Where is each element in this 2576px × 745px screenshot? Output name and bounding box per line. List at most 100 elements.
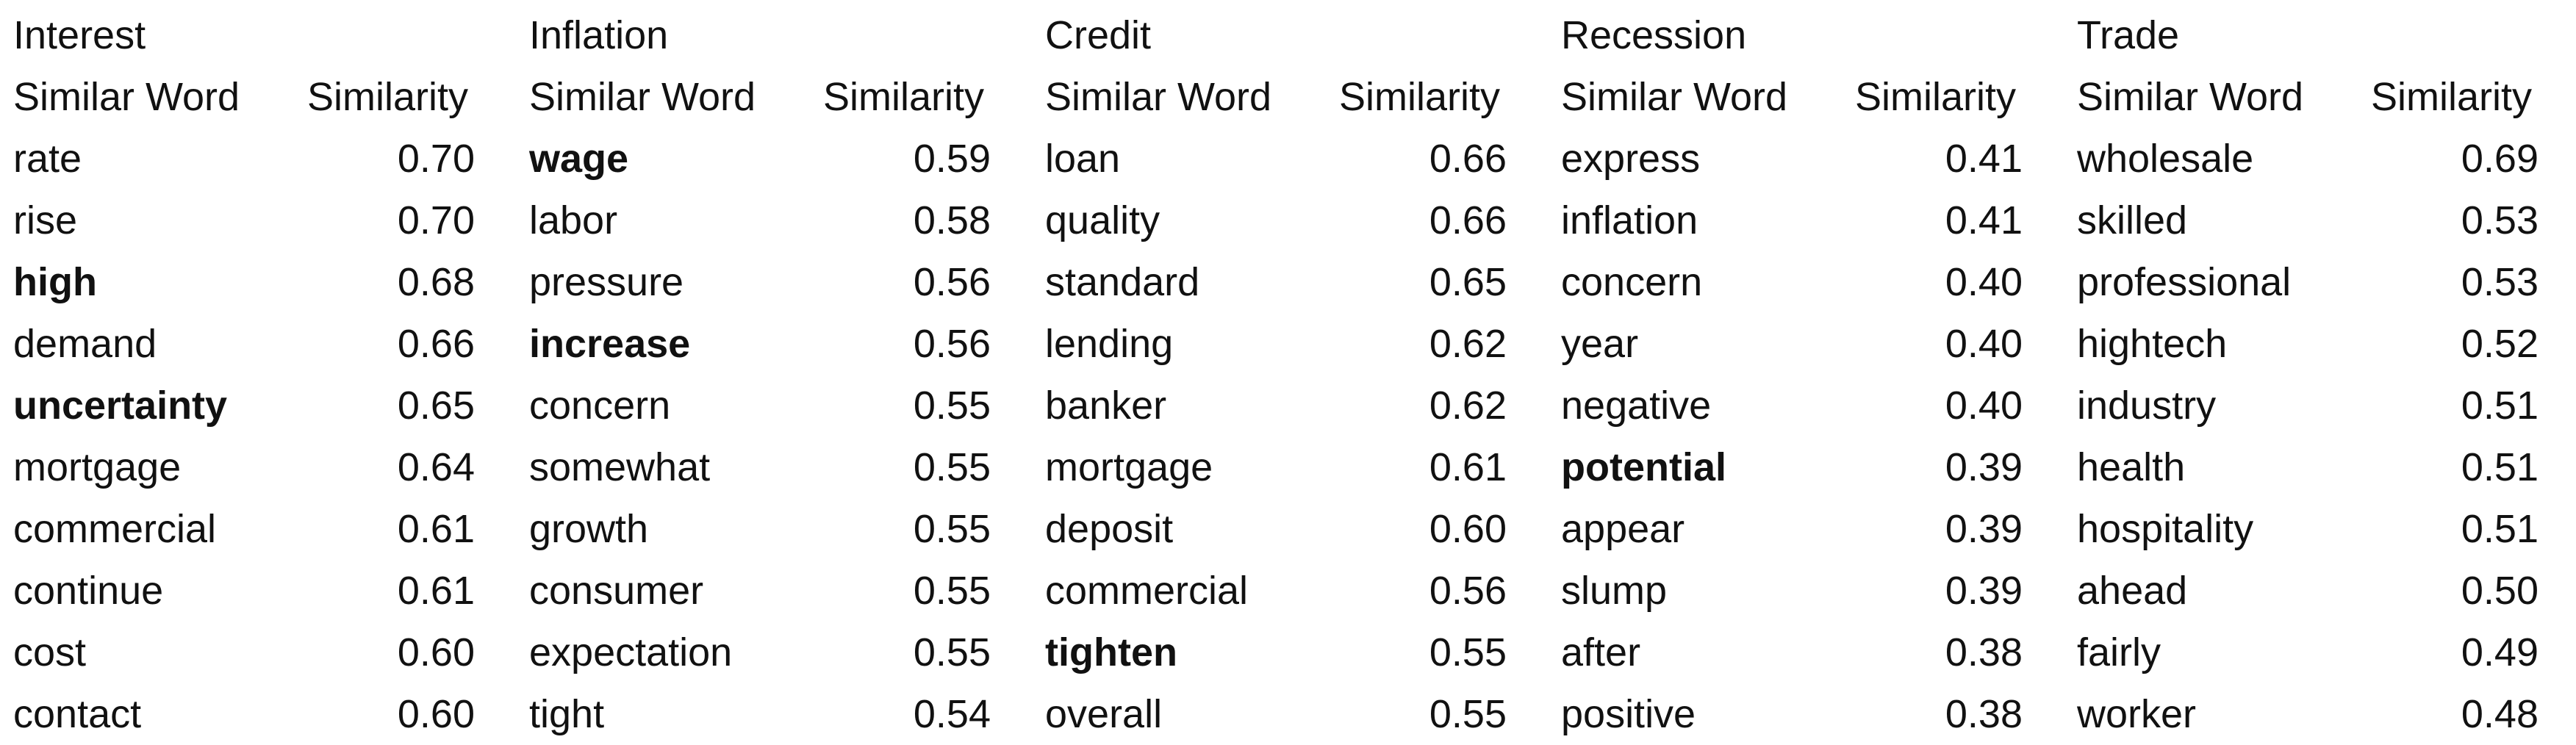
similar-word-cell: industry: [2077, 384, 2217, 428]
similar-word-cell: skilled: [2077, 198, 2188, 242]
table-row: rise 0.70: [12, 190, 528, 251]
similarity-value-cell: 0.60: [397, 692, 475, 736]
table-row: mortgage 0.64: [12, 436, 528, 498]
column-header-similar-word: Similar Word: [529, 75, 756, 119]
similarity-value-cell: 0.56: [913, 260, 991, 304]
table-row: somewhat 0.55: [528, 436, 1044, 498]
table-row: worker 0.48: [2075, 683, 2576, 745]
similarity-tables: Interest Similar Word Similarity rate 0.…: [12, 4, 2576, 745]
column-header-similar-word: Similar Word: [2077, 75, 2304, 119]
table-body: loan 0.66 quality 0.66 standard 0.65 len…: [1044, 128, 1560, 745]
similar-word-cell: growth: [529, 507, 649, 551]
table-header-row: Similar Word Similarity: [528, 66, 1044, 128]
table-row: pressure 0.56: [528, 251, 1044, 313]
table-row: commercial 0.61: [12, 498, 528, 560]
table-header-row: Similar Word Similarity: [12, 66, 528, 128]
similarity-table: Similar Word Similarity wage 0.59 labor …: [528, 66, 1044, 745]
similarity-table: Similar Word Similarity wholesale 0.69 s…: [2075, 66, 2576, 745]
table-row: wage 0.59: [528, 128, 1044, 190]
table-header-row: Similar Word Similarity: [2075, 66, 2576, 128]
similarity-value-cell: 0.48: [2461, 692, 2539, 736]
similarity-value-cell: 0.69: [2461, 137, 2539, 181]
table-row: potential 0.39: [1560, 436, 2075, 498]
similarity-value-cell: 0.60: [1429, 507, 1507, 551]
table-body: wholesale 0.69 skilled 0.53 professional…: [2075, 128, 2576, 745]
similar-word-cell: pressure: [529, 260, 684, 304]
similar-word-cell: labor: [529, 198, 618, 242]
similarity-value-cell: 0.40: [1945, 260, 2023, 304]
table-row: industry 0.51: [2075, 375, 2576, 436]
similarity-value-cell: 0.62: [1429, 322, 1507, 366]
topic-group-trade: Trade Similar Word Similarity wholesale …: [2075, 4, 2576, 745]
similarity-value-cell: 0.51: [2461, 445, 2539, 489]
similarity-value-cell: 0.70: [397, 137, 475, 181]
table-header-row: Similar Word Similarity: [1044, 66, 1560, 128]
column-header-similarity: Similarity: [1855, 75, 2017, 119]
similarity-value-cell: 0.52: [2461, 322, 2539, 366]
similar-word-cell: uncertainty: [13, 384, 228, 428]
similarity-value-cell: 0.38: [1945, 692, 2023, 736]
similar-word-cell: somewhat: [529, 445, 711, 489]
similar-word-cell: tighten: [1045, 630, 1177, 674]
table-row: continue 0.61: [12, 560, 528, 622]
similarity-value-cell: 0.51: [2461, 507, 2539, 551]
table-row: wholesale 0.69: [2075, 128, 2576, 190]
similarity-value-cell: 0.62: [1429, 384, 1507, 428]
table-row: professional 0.53: [2075, 251, 2576, 313]
table-row: tighten 0.55: [1044, 622, 1560, 683]
similarity-value-cell: 0.59: [913, 137, 991, 181]
similarity-value-cell: 0.51: [2461, 384, 2539, 428]
table-row: increase 0.56: [528, 313, 1044, 375]
similar-word-cell: concern: [529, 384, 671, 428]
similar-word-cell: hightech: [2077, 322, 2228, 366]
similar-word-cell: commercial: [1045, 569, 1249, 613]
similar-word-cell: ahead: [2077, 569, 2188, 613]
table-row: rate 0.70: [12, 128, 528, 190]
similar-word-cell: positive: [1561, 692, 1696, 736]
table-row: year 0.40: [1560, 313, 2075, 375]
similarity-value-cell: 0.39: [1945, 569, 2023, 613]
similar-word-cell: commercial: [13, 507, 217, 551]
similar-word-cell: rate: [13, 137, 82, 181]
similarity-value-cell: 0.55: [913, 630, 991, 674]
similar-word-cell: negative: [1561, 384, 1712, 428]
table-row: demand 0.66: [12, 313, 528, 375]
column-header-similar-word: Similar Word: [13, 75, 240, 119]
topic-title: Recession: [1561, 13, 1747, 57]
similarity-value-cell: 0.38: [1945, 630, 2023, 674]
table-row: commercial 0.56: [1044, 560, 1560, 622]
similar-word-cell: inflation: [1561, 198, 1698, 242]
table-row: quality 0.66: [1044, 190, 1560, 251]
similarity-value-cell: 0.40: [1945, 384, 2023, 428]
topic-title: Inflation: [529, 13, 669, 57]
similarity-value-cell: 0.39: [1945, 507, 2023, 551]
table-row: growth 0.55: [528, 498, 1044, 560]
similarity-table: Similar Word Similarity rate 0.70 rise 0…: [12, 66, 528, 745]
column-header-similarity: Similarity: [823, 75, 985, 119]
similarity-value-cell: 0.53: [2461, 198, 2539, 242]
similar-word-cell: fairly: [2077, 630, 2161, 674]
table-row: positive 0.38: [1560, 683, 2075, 745]
similarity-value-cell: 0.39: [1945, 445, 2023, 489]
table-row: health 0.51: [2075, 436, 2576, 498]
similar-word-cell: tight: [529, 692, 605, 736]
similar-word-cell: rise: [13, 198, 78, 242]
table-body: rate 0.70 rise 0.70 high 0.68 demand 0.6…: [12, 128, 528, 745]
similar-word-cell: overall: [1045, 692, 1163, 736]
similar-word-cell: cost: [13, 630, 87, 674]
similar-word-cell: professional: [2077, 260, 2292, 304]
similarity-value-cell: 0.56: [1429, 569, 1507, 613]
similarity-value-cell: 0.41: [1945, 137, 2023, 181]
similarity-value-cell: 0.66: [1429, 198, 1507, 242]
similarity-value-cell: 0.53: [2461, 260, 2539, 304]
column-header-similarity: Similarity: [1339, 75, 1501, 119]
similar-word-cell: quality: [1045, 198, 1160, 242]
similarity-value-cell: 0.55: [913, 445, 991, 489]
similar-word-cell: contact: [13, 692, 142, 736]
table-row: loan 0.66: [1044, 128, 1560, 190]
table-row: contact 0.60: [12, 683, 528, 745]
similarity-table: Similar Word Similarity loan 0.66 qualit…: [1044, 66, 1560, 745]
similarity-value-cell: 0.55: [913, 384, 991, 428]
similarity-value-cell: 0.49: [2461, 630, 2539, 674]
similar-word-cell: appear: [1561, 507, 1685, 551]
